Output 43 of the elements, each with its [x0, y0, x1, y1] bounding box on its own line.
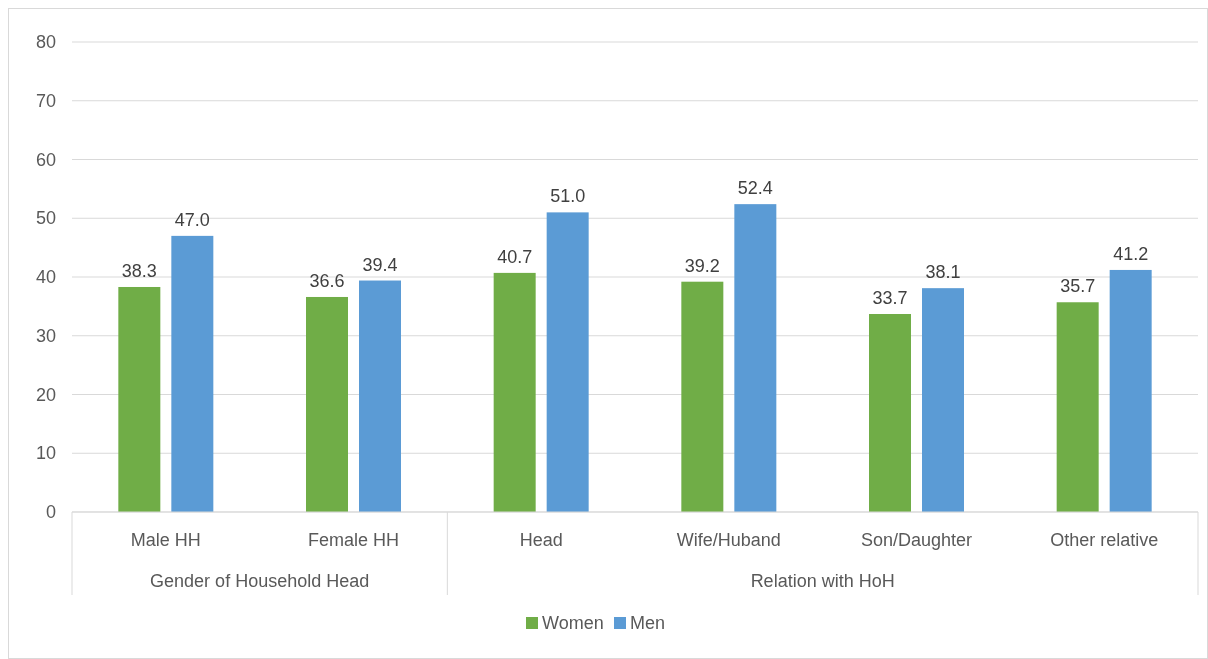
data-label: 38.1: [925, 262, 961, 283]
y-tick-label: 10: [35, 443, 56, 464]
bar: [922, 288, 964, 512]
bar: [734, 204, 777, 512]
x-tick-label: Wife/Huband: [676, 530, 781, 550]
data-label: 51.0: [550, 186, 586, 207]
bar: [493, 272, 536, 512]
data-label: 33.7: [872, 288, 908, 309]
data-label: 39.4: [362, 254, 398, 275]
x-tick-label: Male HH: [130, 530, 201, 550]
bar: [1056, 302, 1099, 512]
bar: [306, 296, 348, 512]
legend-label: Women: [542, 613, 604, 633]
text: Relation with HoH: [750, 571, 895, 591]
bar: [1109, 269, 1152, 512]
y-tick-label: 0: [45, 502, 56, 522]
bar: [118, 286, 161, 512]
data-label: 38.3: [121, 260, 157, 281]
y-tick-label: 80: [35, 32, 56, 52]
y-tick-label: 70: [35, 90, 56, 111]
y-tick-label: 60: [35, 149, 56, 170]
data-label: 52.4: [737, 178, 773, 199]
x-tick-label: Son/Daughter: [860, 530, 973, 550]
data-label: 35.7: [1060, 276, 1096, 297]
data-label: 39.2: [684, 255, 720, 276]
x-tick-label: Head: [519, 530, 563, 550]
legend-label: Men: [630, 613, 666, 633]
y-tick-label: 50: [35, 208, 56, 229]
bar: [681, 281, 724, 512]
text: Gender of Household Head: [150, 571, 370, 591]
bar: [869, 314, 911, 512]
x-tick-label: Female HH: [307, 530, 400, 550]
data-label: 40.7: [497, 246, 533, 267]
bar: [546, 212, 589, 512]
y-tick-label: 40: [35, 267, 56, 287]
y-tick-label: 20: [35, 384, 56, 405]
data-label: 47.0: [174, 209, 210, 230]
y-tick-label: 30: [35, 325, 56, 346]
data-label: 36.6: [309, 270, 345, 291]
bar: [359, 280, 401, 512]
x-tick-label: Other relative: [1050, 530, 1159, 550]
bar: [171, 235, 214, 512]
data-label: 41.2: [1113, 243, 1149, 264]
